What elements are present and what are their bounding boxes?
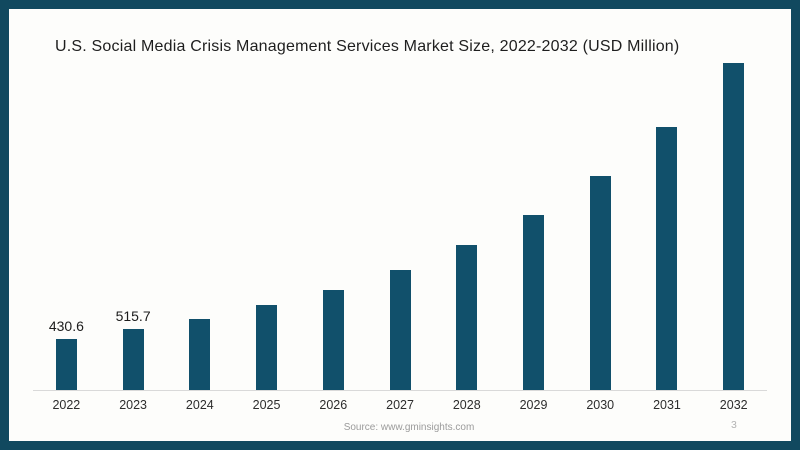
bar-column-2023: 515.7 xyxy=(100,63,167,390)
bar-column-2026 xyxy=(300,63,367,390)
x-tick-label-2030: 2030 xyxy=(586,398,615,412)
bar-column-2022: 430.6 xyxy=(33,63,100,390)
x-tick-label-2024: 2024 xyxy=(185,398,214,412)
bar-column-2024 xyxy=(166,63,233,390)
source-text: Source: www.gminsights.com xyxy=(343,422,475,433)
bar-2029 xyxy=(523,214,544,390)
bar-column-2032 xyxy=(700,63,767,390)
bar-column-2025 xyxy=(233,63,300,390)
bar-2026 xyxy=(322,290,344,390)
x-tick-label-2028: 2028 xyxy=(452,398,481,412)
bar-plot-area: 430.6 515.7 xyxy=(33,63,767,390)
bar-column-2028 xyxy=(433,63,500,390)
x-axis-line xyxy=(33,390,767,391)
x-tick-label-2031: 2031 xyxy=(653,398,681,412)
x-axis-tick-labels: 2022 2023 2024 2025 2026 2027 2028 2029 2030 2031… xyxy=(33,398,767,412)
x-tick-label-2027: 2027 xyxy=(386,398,414,412)
bar-2028 xyxy=(456,245,478,390)
x-tick-label-2025: 2025 xyxy=(252,398,281,412)
x-tick-label-2023: 2023 xyxy=(119,398,147,412)
bar-2031 xyxy=(656,126,678,390)
bar-2027 xyxy=(389,270,411,390)
x-tick-label-2032: 2032 xyxy=(719,398,748,412)
bar-2023 xyxy=(122,329,144,390)
page-number: 3 xyxy=(731,419,737,431)
bar-column-2027 xyxy=(367,63,434,390)
bar-2024 xyxy=(189,318,211,390)
bar-column-2031 xyxy=(634,63,701,390)
chart-title: U.S. Social Media Crisis Management Serv… xyxy=(55,38,680,55)
x-tick-label-2029: 2029 xyxy=(519,398,548,412)
bar-column-2029 xyxy=(500,63,567,390)
x-tick-label-2026: 2026 xyxy=(319,398,348,412)
bar-2030 xyxy=(589,175,611,390)
bar-value-label-2023: 515.7 xyxy=(115,308,151,325)
bar-2032 xyxy=(723,63,745,390)
bar-value-label-2022: 430.6 xyxy=(48,318,84,335)
x-tick-label-2022: 2022 xyxy=(52,398,81,412)
bar-2022 xyxy=(55,339,77,390)
bar-2025 xyxy=(256,305,278,390)
bar-column-2030 xyxy=(567,63,634,390)
